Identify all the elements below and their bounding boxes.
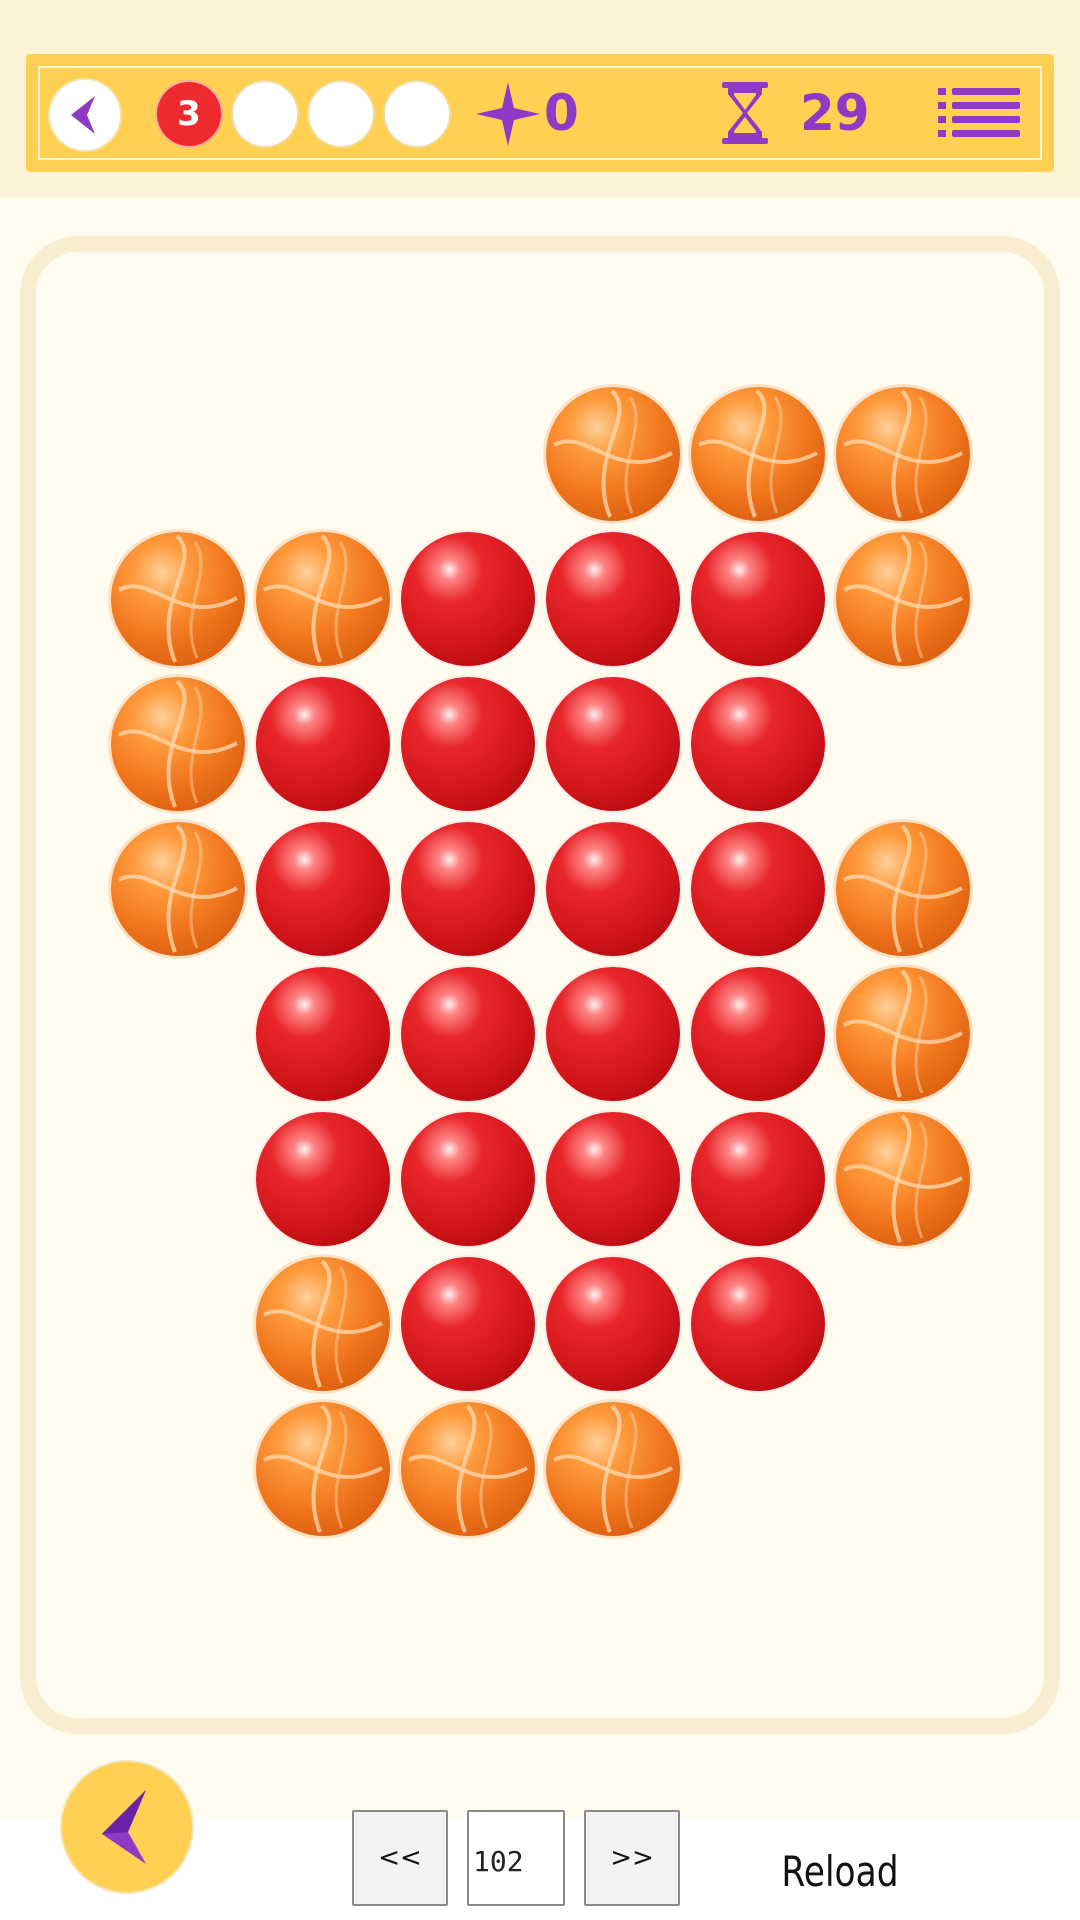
red-ball[interactable] (691, 532, 825, 666)
orange-ball[interactable] (546, 387, 680, 521)
prev-level-button[interactable]: << (352, 1810, 448, 1906)
red-ball[interactable] (691, 822, 825, 956)
red-ball[interactable] (256, 1112, 390, 1246)
red-ball[interactable] (546, 967, 680, 1101)
red-ball[interactable] (546, 1257, 680, 1391)
list-menu-icon[interactable] (938, 86, 1020, 138)
red-ball[interactable] (256, 822, 390, 956)
red-ball[interactable] (546, 532, 680, 666)
orange-ball[interactable] (256, 532, 390, 666)
chevron-left-icon (102, 1790, 146, 1864)
life-empty (309, 82, 373, 146)
red-ball[interactable] (401, 677, 535, 811)
orange-ball[interactable] (111, 822, 245, 956)
red-ball[interactable] (401, 967, 535, 1101)
life-empty (233, 82, 297, 146)
red-ball[interactable] (546, 1112, 680, 1246)
orange-ball[interactable] (836, 387, 970, 521)
orange-ball[interactable] (546, 1402, 680, 1536)
red-ball[interactable] (401, 532, 535, 666)
orange-ball[interactable] (836, 532, 970, 666)
orange-ball[interactable] (111, 677, 245, 811)
level-number-input[interactable] (467, 1810, 565, 1906)
red-ball[interactable] (256, 967, 390, 1101)
red-ball[interactable] (691, 1112, 825, 1246)
reload-button[interactable]: Reload (774, 1836, 905, 1906)
red-ball[interactable] (401, 822, 535, 956)
red-ball[interactable] (401, 1112, 535, 1246)
red-ball[interactable] (256, 677, 390, 811)
red-ball[interactable] (691, 677, 825, 811)
four-point-star-icon (476, 82, 540, 146)
red-ball[interactable] (691, 967, 825, 1101)
hourglass-icon (722, 82, 768, 144)
orange-ball[interactable] (836, 967, 970, 1101)
orange-ball[interactable] (256, 1257, 390, 1391)
life-active: 3 (157, 82, 221, 146)
bottom-back-button[interactable] (62, 1762, 192, 1892)
timer-value: 29 (800, 84, 870, 142)
back-button[interactable] (50, 80, 120, 150)
orange-ball[interactable] (836, 1112, 970, 1246)
stars-count: 0 (544, 84, 579, 142)
orange-ball[interactable] (836, 822, 970, 956)
orange-ball[interactable] (111, 532, 245, 666)
chevron-left-icon (71, 96, 95, 134)
red-ball[interactable] (691, 1257, 825, 1391)
red-ball[interactable] (546, 677, 680, 811)
next-level-button[interactable]: >> (584, 1810, 680, 1906)
orange-ball[interactable] (256, 1402, 390, 1536)
red-ball[interactable] (401, 1257, 535, 1391)
header-inner-border (38, 66, 1042, 160)
red-ball[interactable] (546, 822, 680, 956)
orange-ball[interactable] (691, 387, 825, 521)
orange-ball[interactable] (401, 1402, 535, 1536)
life-empty (385, 82, 449, 146)
